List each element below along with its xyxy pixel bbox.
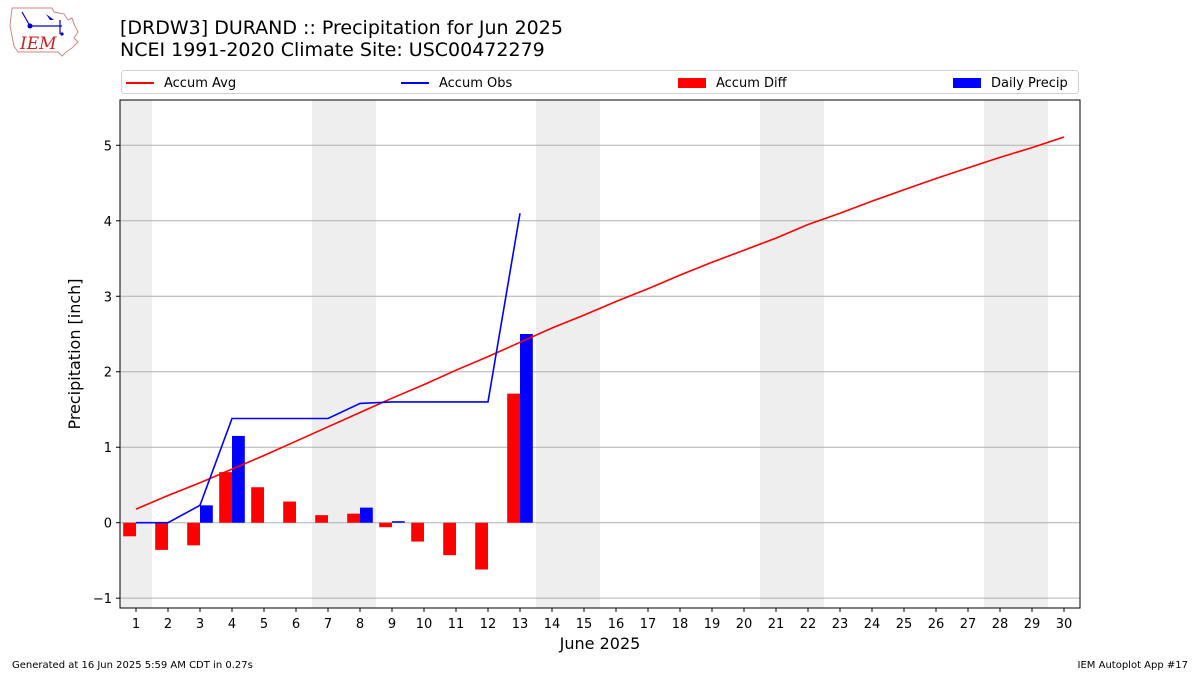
legend-swatch-accum-obs (401, 82, 429, 84)
accum-diff-bar-8 (347, 513, 360, 523)
daily-precip-bar-4 (232, 435, 245, 523)
x-tick-label-28: 28 (992, 617, 1009, 632)
x-tick-label-1: 1 (132, 617, 140, 632)
accum-avg-line (135, 136, 1065, 510)
footer-generated: Generated at 16 Jun 2025 5:59 AM CDT in … (12, 660, 253, 671)
chart-title: [DRDW3] DURAND :: Precipitation for Jun … (120, 17, 563, 39)
accum-diff-bar-12 (475, 522, 488, 570)
chart-subtitle: NCEI 1991-2020 Climate Site: USC00472279 (120, 39, 545, 61)
x-tick-label-18: 18 (672, 617, 689, 632)
x-axis-label: June 2025 (559, 634, 641, 653)
weekend-band-3 (760, 100, 824, 608)
accum-diff-bar-11 (443, 522, 456, 556)
series-lines (135, 136, 1065, 524)
accum-diff-bar-3 (187, 522, 200, 546)
legend-swatch-accum-diff (678, 78, 706, 88)
y-tick-label-2: 2 (104, 366, 112, 381)
y-axis-label: Precipitation [inch] (65, 278, 84, 429)
x-tick-label-16: 16 (608, 617, 625, 632)
iem-logo: IEM (9, 7, 79, 57)
plot-frame (119, 99, 1081, 609)
accum-diff-bar-7 (315, 515, 328, 523)
y-tick-label-0: 0 (104, 517, 112, 532)
legend-swatch-accum-avg (126, 82, 154, 84)
x-tick-label-11: 11 (448, 617, 465, 632)
logo-text: IEM (19, 34, 57, 54)
daily-precip-bar-8 (360, 507, 373, 523)
accum-diff-bar-10 (411, 522, 424, 542)
x-tick-label-24: 24 (864, 617, 881, 632)
x-tick-label-15: 15 (576, 617, 593, 632)
daily-precip-bar-13 (520, 333, 533, 523)
weekend-band-4 (984, 100, 1048, 608)
chart-legend: Accum Avg Accum Obs Accum Diff Daily Pre… (121, 70, 1079, 94)
accum-diff-bar-5 (251, 487, 264, 523)
weekend-shading (120, 100, 1048, 608)
accum-diff-bar-13 (507, 393, 520, 523)
y-tick-label-1: 1 (104, 441, 112, 456)
y-tick-label-3: 3 (104, 290, 112, 305)
daily-precip-bar-3 (200, 505, 213, 523)
x-tick-label-2: 2 (164, 617, 172, 632)
legend-item-accum-obs: Accum Obs (401, 73, 512, 93)
x-tick-label-4: 4 (228, 617, 236, 632)
accum-diff-bar-1 (123, 522, 136, 537)
x-tick-label-22: 22 (800, 617, 817, 632)
legend-swatch-daily-precip (953, 78, 981, 88)
bars (123, 333, 533, 570)
legend-label-accum-diff: Accum Diff (716, 75, 787, 91)
weekend-band-1 (312, 100, 376, 608)
accum-diff-bar-2 (155, 522, 168, 550)
x-tick-label-21: 21 (768, 617, 785, 632)
x-tick-label-17: 17 (640, 617, 657, 632)
x-tick-label-5: 5 (260, 617, 268, 632)
grid-lines (120, 144, 1080, 599)
x-tick-label-30: 30 (1056, 617, 1073, 632)
x-tick-label-10: 10 (416, 617, 433, 632)
x-tick-label-3: 3 (196, 617, 204, 632)
x-tick-label-26: 26 (928, 617, 945, 632)
y-tick-label-5: 5 (104, 139, 112, 154)
accum-diff-bar-6 (283, 501, 296, 523)
footer-app: IEM Autoplot App #17 (1077, 660, 1188, 671)
x-tick-label-12: 12 (480, 617, 497, 632)
weekend-band-2 (536, 100, 600, 608)
x-tick-label-20: 20 (736, 617, 753, 632)
x-axis-ticks: 1 2 3 4 5 6 7 8 9 10 11 12 13 14 15 16 17 18 19 20 21 22 23 24 2… (132, 608, 1072, 632)
x-tick-label-27: 27 (960, 617, 977, 632)
y-axis-ticks: −1 0 1 2 3 4 5 (93, 139, 120, 607)
x-tick-label-29: 29 (1024, 617, 1041, 632)
y-tick-label--1: −1 (93, 592, 112, 607)
x-tick-label-6: 6 (292, 617, 300, 632)
x-tick-label-9: 9 (388, 617, 396, 632)
weekend-band-0 (120, 100, 152, 608)
daily-precip-bar-9 (392, 521, 405, 523)
legend-label-accum-avg: Accum Avg (164, 75, 237, 91)
x-tick-label-13: 13 (512, 617, 529, 632)
x-tick-label-19: 19 (704, 617, 721, 632)
x-tick-label-7: 7 (324, 617, 332, 632)
legend-item-daily-precip: Daily Precip (953, 73, 1068, 93)
x-tick-label-14: 14 (544, 617, 561, 632)
accum-diff-bar-9 (379, 522, 392, 528)
legend-item-accum-diff: Accum Diff (678, 73, 787, 93)
x-tick-label-25: 25 (896, 617, 913, 632)
accum-obs-line (136, 213, 521, 524)
x-tick-label-8: 8 (356, 617, 364, 632)
x-tick-label-23: 23 (832, 617, 849, 632)
legend-item-accum-avg: Accum Avg (126, 73, 236, 93)
legend-label-accum-obs: Accum Obs (439, 75, 513, 91)
legend-label-daily-precip: Daily Precip (991, 75, 1068, 91)
y-tick-label-4: 4 (104, 215, 112, 230)
accum-diff-bar-4 (219, 472, 232, 523)
